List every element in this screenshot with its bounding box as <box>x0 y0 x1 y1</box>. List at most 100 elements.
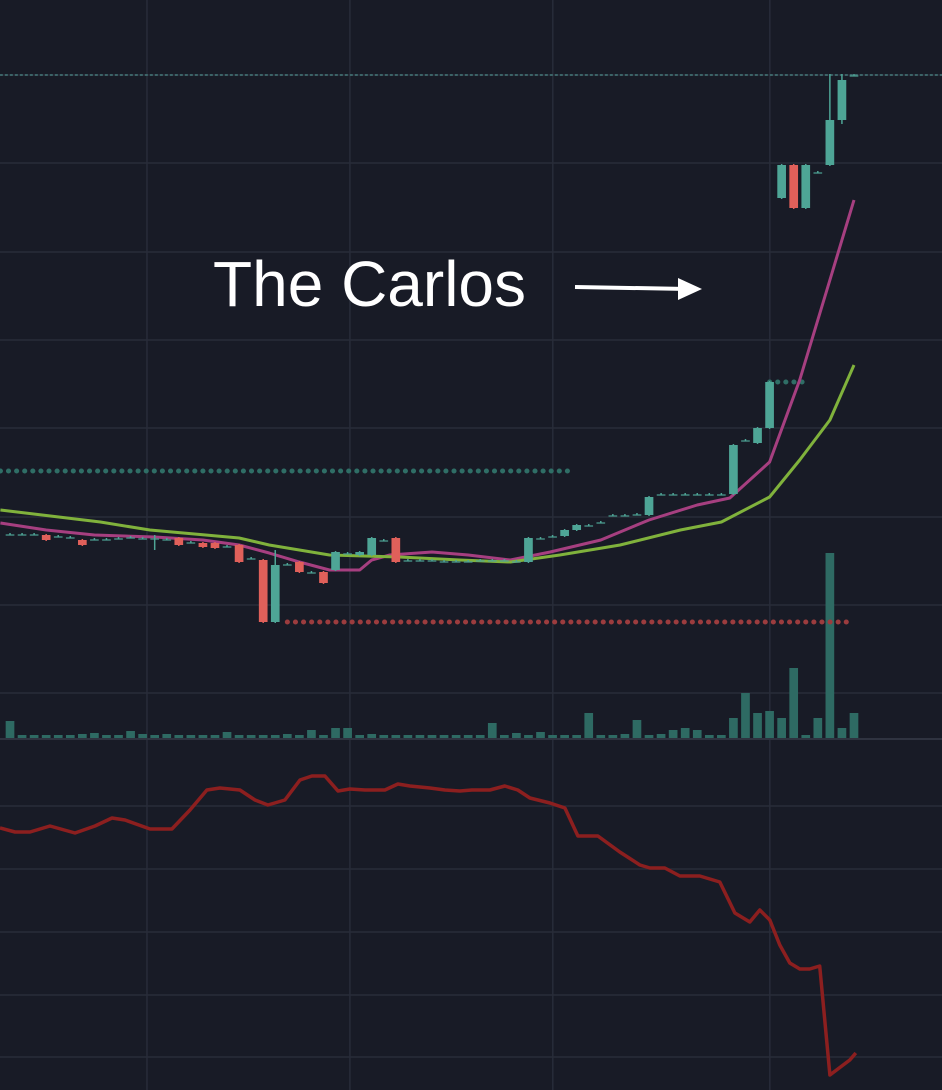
volume-bar <box>41 735 51 738</box>
volume-bar <box>53 735 63 738</box>
volume-bar <box>391 735 401 738</box>
volume-bar <box>222 732 232 738</box>
candle-body <box>753 428 762 443</box>
volume-bar <box>632 720 642 738</box>
volume-bar <box>825 553 835 738</box>
volume-bar <box>499 735 509 738</box>
moving-average <box>0 364 856 564</box>
candle-body <box>644 497 654 515</box>
candle-body <box>548 536 557 538</box>
volume-bar <box>644 735 654 738</box>
candle-body <box>777 165 786 198</box>
candle-body <box>367 538 377 555</box>
candle-body <box>78 540 87 545</box>
candle-body <box>246 558 256 560</box>
volume-bar <box>90 733 99 738</box>
candle-body <box>451 561 461 563</box>
candle-body <box>138 538 147 540</box>
candle-body <box>319 572 328 583</box>
candle-body <box>487 560 497 562</box>
candle-body <box>427 560 437 562</box>
volume-bar <box>487 723 497 738</box>
volume-bar <box>138 734 147 738</box>
candle-body <box>29 534 39 536</box>
volume-bar <box>258 735 268 738</box>
candle-body <box>222 546 232 548</box>
candle-body <box>813 172 823 174</box>
volume-bar <box>765 711 774 738</box>
candle-body <box>295 562 304 572</box>
candle-body <box>114 538 123 540</box>
candle-body <box>608 515 618 517</box>
candle-body <box>282 564 292 566</box>
candle-body <box>343 553 352 555</box>
volume-bar <box>331 728 340 738</box>
volume-bar <box>270 735 280 738</box>
volume-bar <box>65 735 75 738</box>
candle-body <box>668 494 678 496</box>
volume-bar <box>729 718 738 738</box>
volume-bar <box>463 735 473 738</box>
volume-bar <box>379 735 389 738</box>
volume-bar <box>777 718 786 738</box>
candle-body <box>403 560 413 562</box>
candle-body <box>150 538 160 540</box>
candle-body <box>463 561 473 563</box>
candle-body <box>584 525 594 527</box>
candle-body <box>53 536 63 538</box>
candle-body <box>270 565 280 622</box>
candle-body <box>801 165 811 208</box>
volume-bar <box>620 734 630 738</box>
volume-bar <box>198 735 208 738</box>
volume-bar <box>680 728 690 738</box>
volume-bar <box>246 735 256 738</box>
volume-bar <box>439 735 449 738</box>
volume-bar <box>789 668 799 738</box>
volume-bar <box>427 735 437 738</box>
volume-bar <box>114 735 123 738</box>
candle-body <box>439 561 449 563</box>
volume-bar <box>668 730 678 738</box>
volume-bar <box>717 735 726 738</box>
candle-body <box>174 538 184 545</box>
volume-bar <box>282 734 292 738</box>
volume-bar <box>403 735 413 738</box>
candle-body <box>524 538 533 562</box>
candle-body <box>825 120 835 165</box>
candle-body <box>717 494 726 496</box>
volume-bar <box>162 734 172 738</box>
arrow-head <box>678 278 702 300</box>
volume-bar <box>295 735 304 738</box>
candle-body <box>126 537 135 539</box>
volume-bar <box>572 735 582 738</box>
candle-body <box>198 543 208 547</box>
candle-body <box>258 560 268 622</box>
volume-bar <box>307 730 316 738</box>
candle-body <box>765 382 774 428</box>
volume-bar <box>451 735 461 738</box>
volume-bar <box>415 735 425 738</box>
volume-bar <box>78 734 87 738</box>
volume-bar <box>343 728 352 738</box>
volume-bar <box>596 735 606 738</box>
volume-bar <box>801 735 811 738</box>
candle-body <box>415 560 425 562</box>
candle-body <box>499 560 509 562</box>
volume-bar <box>548 735 557 738</box>
volume-bar <box>475 735 485 738</box>
candle-body <box>656 494 666 496</box>
volume-bar <box>355 735 364 738</box>
volume-bar <box>29 735 39 738</box>
candle-body <box>680 494 690 496</box>
candle-body <box>512 561 521 563</box>
candle-body <box>102 539 111 541</box>
candle-body <box>90 539 99 541</box>
volume-bar <box>536 732 545 738</box>
volume-bar <box>560 735 569 738</box>
candle-body <box>331 552 340 570</box>
candle-body <box>5 534 15 536</box>
volume-bar <box>656 734 666 738</box>
candle-body <box>704 494 714 496</box>
